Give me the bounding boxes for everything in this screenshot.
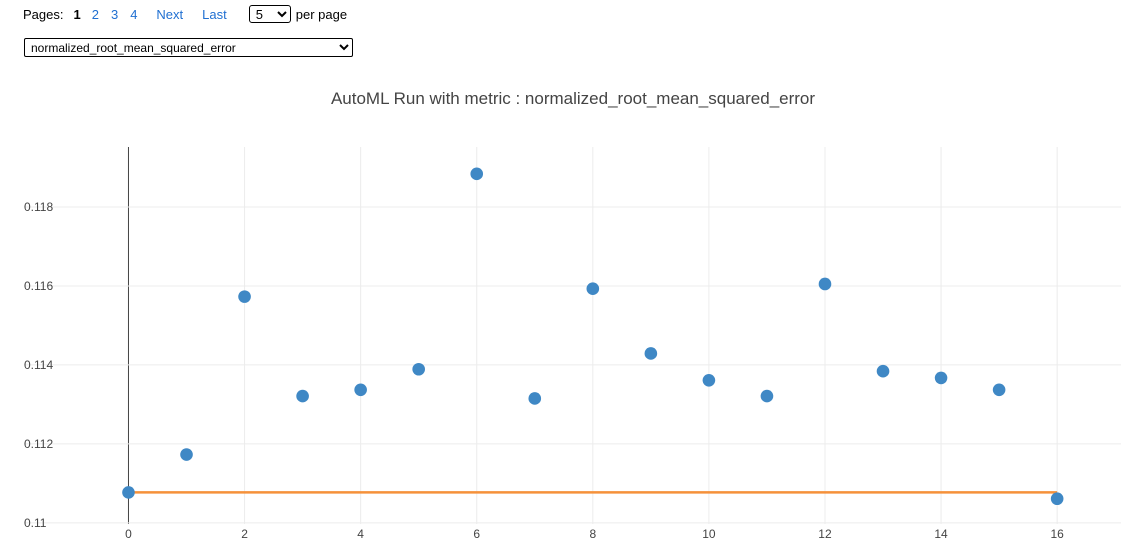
data-point bbox=[528, 392, 541, 405]
data-point bbox=[354, 383, 367, 396]
x-tick-label: 14 bbox=[934, 527, 948, 541]
data-point bbox=[122, 486, 135, 499]
data-point bbox=[238, 290, 251, 303]
data-point bbox=[761, 390, 774, 403]
data-point bbox=[296, 390, 309, 403]
x-tick-label: 2 bbox=[241, 527, 248, 541]
data-point bbox=[180, 448, 193, 461]
x-tick-label: 16 bbox=[1050, 527, 1064, 541]
grid-lines bbox=[24, 147, 1121, 524]
data-point bbox=[877, 365, 890, 378]
data-point bbox=[1051, 492, 1064, 505]
x-tick-label: 12 bbox=[818, 527, 832, 541]
x-tick-label: 8 bbox=[589, 527, 596, 541]
chart-title: AutoML Run with metric : normalized_root… bbox=[331, 89, 815, 108]
x-tick-label: 6 bbox=[473, 527, 480, 541]
x-tick-label: 0 bbox=[125, 527, 132, 541]
data-point bbox=[819, 278, 832, 291]
y-tick-label: 0.112 bbox=[24, 437, 53, 451]
data-point bbox=[587, 282, 600, 295]
data-point bbox=[412, 363, 425, 376]
data-point bbox=[935, 372, 948, 385]
y-tick-label: 0.118 bbox=[24, 200, 53, 214]
x-tick-label: 10 bbox=[702, 527, 716, 541]
x-tick-label: 4 bbox=[357, 527, 364, 541]
y-tick-label: 0.116 bbox=[24, 279, 53, 293]
axis-ticks: 0 2 4 6 8 10 12 14 16 0.11 0.112 0.114 0.116 0.118 bbox=[24, 200, 1064, 541]
data-point bbox=[703, 374, 716, 387]
y-tick-label: 0.11 bbox=[24, 516, 47, 530]
data-point bbox=[993, 383, 1006, 396]
y-tick-label: 0.114 bbox=[24, 358, 53, 372]
data-point bbox=[645, 347, 658, 360]
data-point bbox=[470, 168, 483, 181]
